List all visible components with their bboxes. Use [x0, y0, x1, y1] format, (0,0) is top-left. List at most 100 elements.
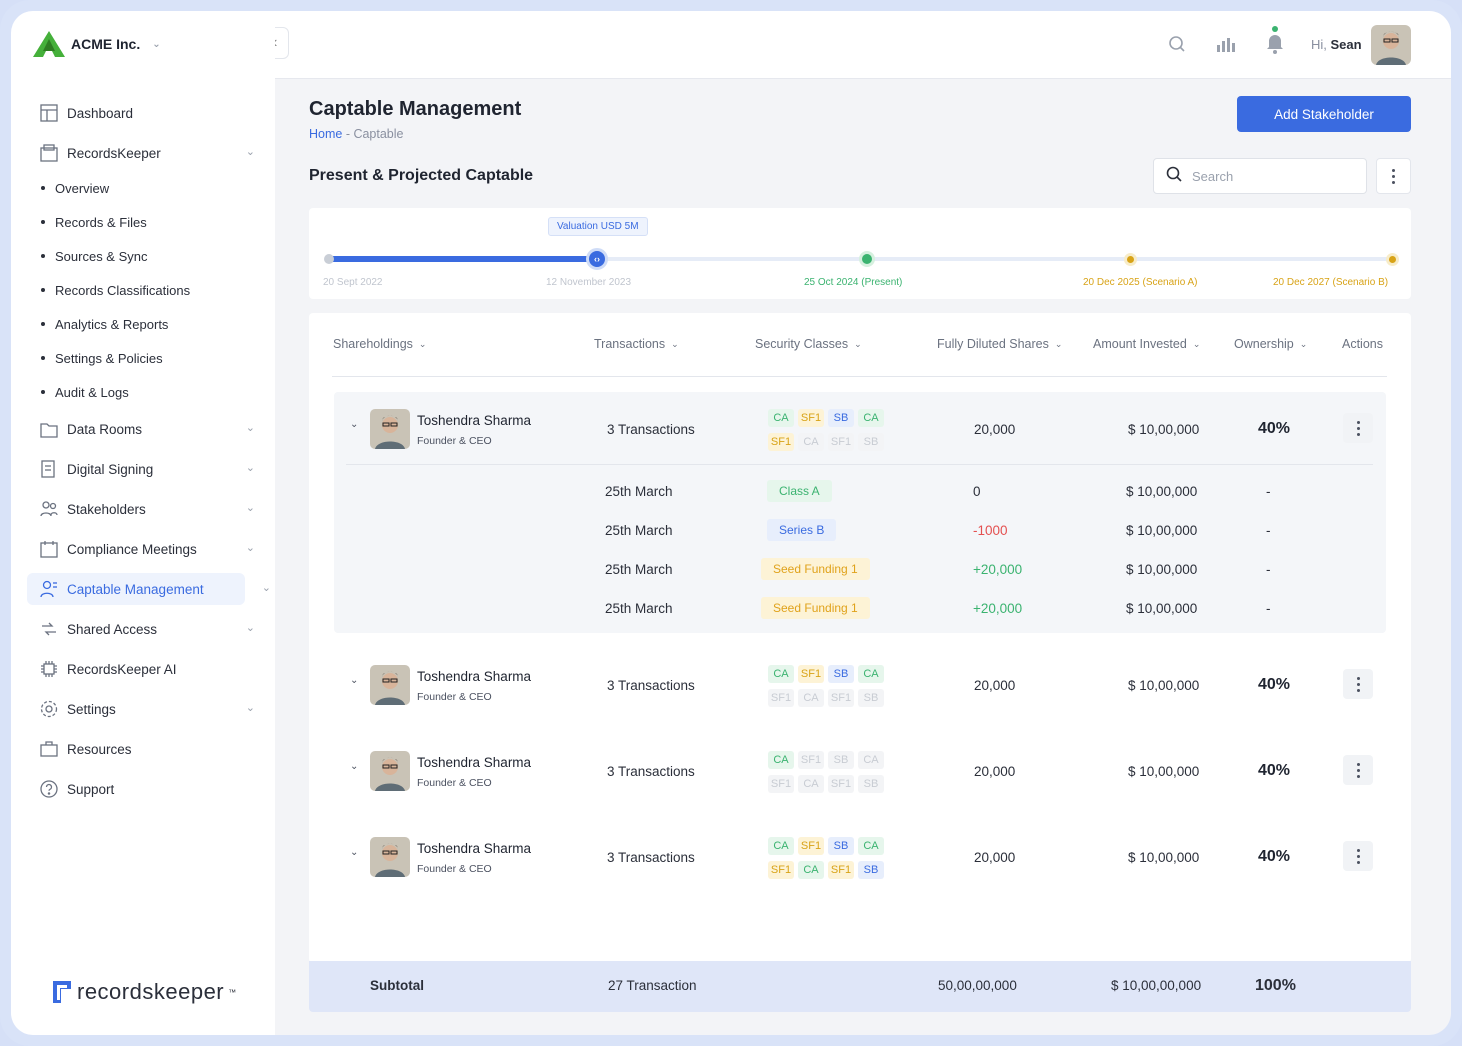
search-input[interactable] — [1192, 168, 1342, 184]
timeline-point-present[interactable] — [859, 251, 875, 267]
kebab-icon — [1356, 420, 1360, 436]
sidebar-item-dashboard[interactable]: Dashboard — [27, 97, 267, 129]
shareholder-name: Toshendra Sharma — [417, 841, 532, 856]
table-row[interactable]: ⌄ Toshendra Sharma Founder & CEO 3 Transact… — [309, 737, 1411, 801]
analytics-icon[interactable] — [1216, 35, 1236, 58]
table-row[interactable]: ⌄ Toshendra Sharma Founder & CEO 3 Transact… — [309, 823, 1411, 887]
sidebar-item-recordskeeper[interactable]: RecordsKeeper ⌄ — [27, 137, 267, 169]
sub-item-audit-logs[interactable]: Audit & Logs — [27, 375, 267, 409]
expand-chevron-icon[interactable]: ⌄ — [350, 675, 359, 686]
chevron-down-icon: ⌄ — [245, 502, 255, 514]
chevron-down-icon: ⌄ — [152, 38, 161, 50]
transactions-count[interactable]: 3 Transactions — [607, 678, 695, 693]
kebab-icon — [1356, 676, 1360, 692]
detail-ownership: - — [1266, 601, 1271, 616]
amount-invested: $ 10,00,000 — [1128, 850, 1200, 865]
records-icon — [39, 143, 59, 163]
col-header-shareholdings[interactable]: Shareholdings ⌄ — [333, 337, 426, 351]
security-class-badge: SF1 — [768, 861, 794, 879]
table-row[interactable]: ⌄ Toshendra Sharma Founder & CEO 3 Transact… — [309, 651, 1411, 715]
col-header-ownership[interactable]: Ownership ⌄ — [1234, 337, 1307, 351]
row-actions-button[interactable] — [1343, 841, 1373, 871]
sub-item-settings-policies[interactable]: Settings & Policies — [27, 341, 267, 375]
chevron-down-icon: ⌄ — [245, 542, 255, 554]
timeline-point-scenario-b[interactable] — [1386, 253, 1399, 266]
sidebar-item-settings[interactable]: Settings ⌄ — [27, 693, 267, 725]
sidebar-item-stakeholders[interactable]: Stakeholders ⌄ — [27, 493, 267, 525]
transactions-count[interactable]: 3 Transactions — [607, 850, 695, 865]
col-header-transactions[interactable]: Transactions ⌄ — [594, 337, 679, 351]
notification-bell-icon[interactable] — [1265, 25, 1285, 60]
subtotal-amount: $ 10,00,00,000 — [1111, 978, 1202, 993]
subtotal-shares: 50,00,00,000 — [938, 978, 1017, 993]
security-class-tag: Class A — [767, 480, 832, 502]
security-class-badge: CA — [768, 751, 794, 769]
sub-item-overview[interactable]: Overview — [27, 171, 267, 205]
row-actions-button[interactable] — [1343, 669, 1373, 699]
table-row[interactable]: ⌄ Toshendra Sharma Founder & CEO 3 Transact… — [309, 395, 1411, 459]
sub-item-records-classifications[interactable]: Records Classifications — [27, 273, 267, 307]
sub-item-records-files[interactable]: Records & Files — [27, 205, 267, 239]
sidebar-item-resources[interactable]: Resources — [27, 733, 267, 765]
security-class-badge: CA — [798, 689, 824, 707]
add-stakeholder-button[interactable]: Add Stakeholder — [1237, 96, 1411, 132]
security-class-badge: CA — [768, 409, 794, 427]
col-header-fully-diluted-shares[interactable]: Fully Diluted Shares ⌄ — [937, 337, 1062, 351]
row-actions-button[interactable] — [1343, 755, 1373, 785]
sidebar-item-shared-access[interactable]: Shared Access ⌄ — [27, 613, 267, 645]
expand-chevron-icon[interactable]: ⌄ — [350, 847, 359, 858]
detail-shares: +20,000 — [973, 562, 1023, 577]
sidebar-item-digital-signing[interactable]: Digital Signing ⌄ — [27, 453, 267, 485]
sub-item-sources-sync[interactable]: Sources & Sync — [27, 239, 267, 273]
sidebar-item-recordskeeper-ai[interactable]: RecordsKeeper AI — [27, 653, 267, 685]
breadcrumb-home-link[interactable]: Home — [309, 127, 343, 141]
breadcrumb-separator: - — [342, 127, 354, 141]
security-classes: CA SF1 SB CA SF1 CA SF1 SB — [768, 751, 888, 793]
transaction-detail-row: 25th March Class A 0 $ 10,00,000 - — [309, 479, 1411, 509]
captable-icon — [39, 579, 59, 599]
detail-amount: $ 10,00,000 — [1126, 484, 1198, 499]
security-class-badge: SF1 — [798, 751, 824, 769]
detail-ownership: - — [1266, 484, 1271, 499]
sidebar-item-data-rooms[interactable]: Data Rooms ⌄ — [27, 413, 267, 445]
fully-diluted-shares: 20,000 — [974, 850, 1016, 865]
timeline-slider-handle[interactable]: ‹› — [586, 248, 608, 270]
sidebar-item-compliance-meetings[interactable]: Compliance Meetings ⌄ — [27, 533, 267, 565]
section-title: Present & Projected Captable — [309, 167, 534, 184]
more-options-button[interactable] — [1376, 158, 1411, 194]
expand-chevron-icon[interactable]: ⌄ — [350, 761, 359, 772]
security-class-badge: SF1 — [768, 433, 794, 451]
sidebar-item-label: Shared Access — [67, 621, 158, 637]
timeline-point-scenario-a[interactable] — [1124, 253, 1137, 266]
security-class-badge: CA — [768, 837, 794, 855]
security-classes: CA SF1 SB CA SF1 CA SF1 SB — [768, 409, 888, 451]
company-switcher[interactable]: ACME Inc. ⌄ — [33, 31, 161, 57]
chevron-down-icon: ⌄ — [418, 338, 427, 349]
brand-name: recordskeeper — [77, 979, 225, 1004]
chevron-down-icon: ⌄ — [671, 338, 679, 349]
recordskeeper-logo-icon — [53, 981, 71, 1003]
row-actions-button[interactable] — [1343, 413, 1373, 443]
ownership-percent: 40% — [1258, 420, 1291, 437]
collapse-sidebar-button[interactable]: « — [275, 27, 289, 59]
security-class-badge: SB — [858, 689, 884, 707]
transactions-count[interactable]: 3 Transactions — [607, 422, 695, 437]
sidebar-item-captable-management[interactable]: Captable Management ⌄ — [27, 573, 271, 605]
sidebar-item-support[interactable]: Support — [27, 773, 267, 805]
timeline-point-start[interactable] — [324, 254, 334, 264]
sub-item-analytics-reports[interactable]: Analytics & Reports — [27, 307, 267, 341]
security-class-badge: SF1 — [798, 837, 824, 855]
subtotal-label: Subtotal — [370, 978, 424, 993]
col-header-amount-invested[interactable]: Amount Invested ⌄ — [1093, 337, 1200, 351]
main-content: « Hi, Sean Captable Management Home - Ca… — [275, 11, 1451, 1035]
expand-chevron-icon[interactable]: ⌄ — [350, 419, 359, 430]
col-header-security-classes[interactable]: Security Classes ⌄ — [755, 337, 862, 351]
user-avatar[interactable] — [1371, 25, 1411, 65]
brand-logo: recordskeeper ™ — [51, 979, 237, 1005]
col-header-label: Actions — [1342, 337, 1383, 351]
transactions-count[interactable]: 3 Transactions — [607, 764, 695, 779]
transaction-date: 25th March — [605, 484, 673, 499]
chevron-down-icon: ⌄ — [245, 422, 255, 434]
timeline-label: 20 Dec 2025 (Scenario A) — [1083, 277, 1198, 288]
search-icon[interactable] — [1168, 35, 1186, 58]
